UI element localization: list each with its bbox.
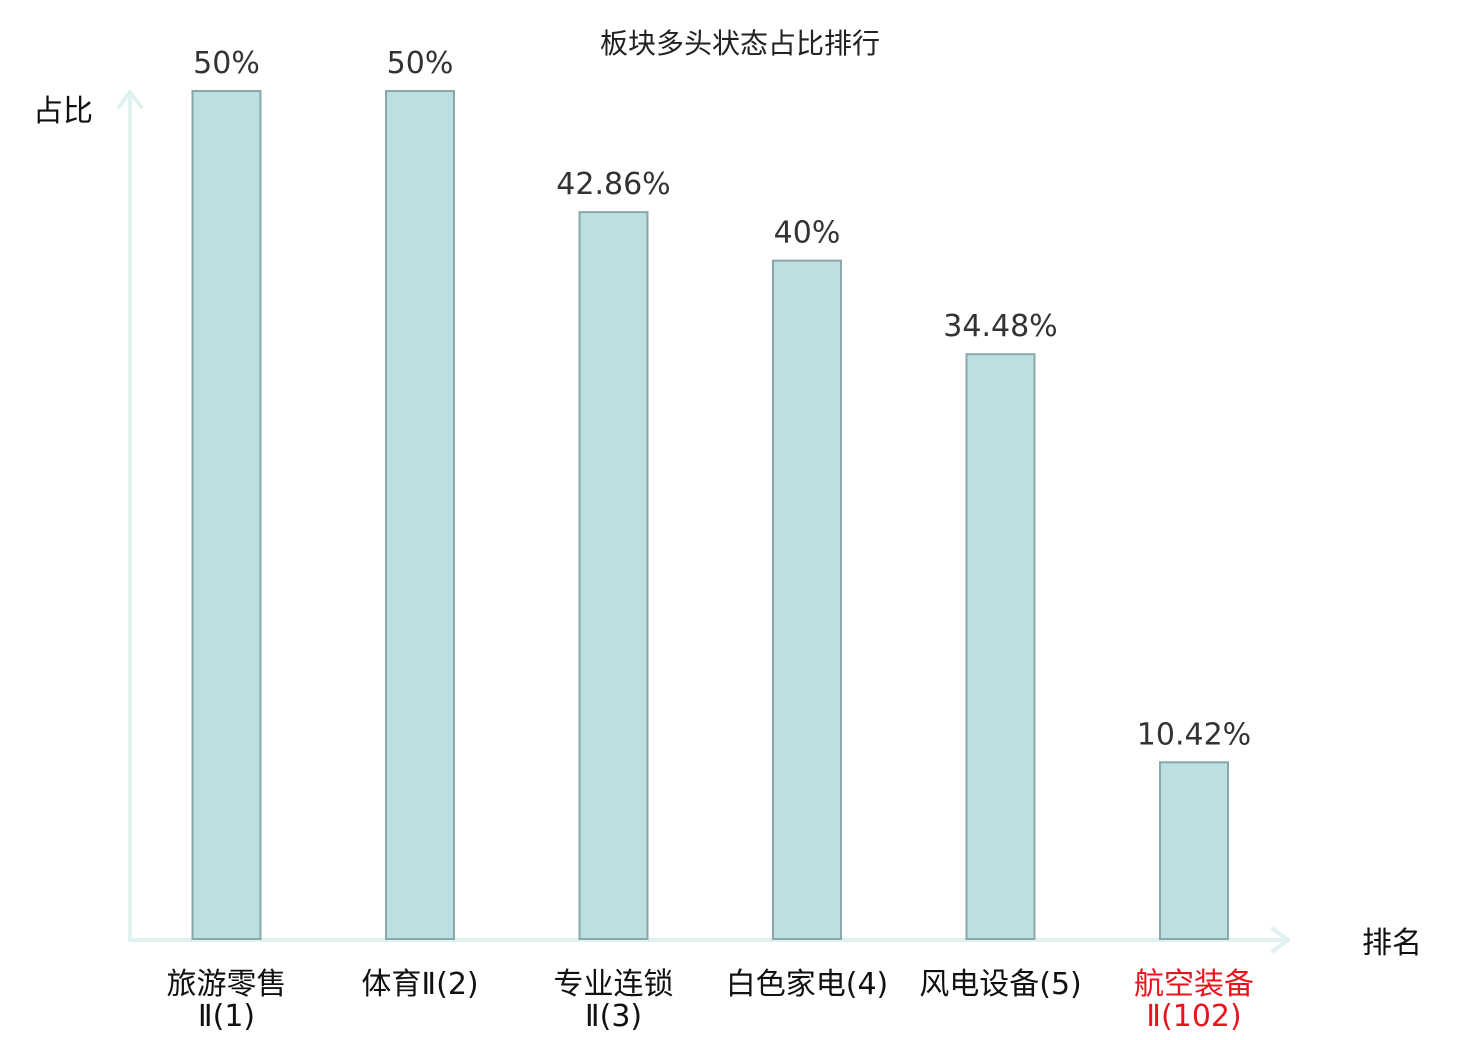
bar bbox=[772, 259, 842, 941]
bar bbox=[1159, 761, 1229, 940]
data-label: 42.86% bbox=[556, 167, 670, 202]
axes bbox=[117, 90, 1290, 953]
bar bbox=[385, 90, 455, 940]
x-tick-label: Ⅱ(3) bbox=[585, 999, 642, 1034]
x-tick-label: 旅游零售 bbox=[167, 967, 287, 1002]
x-tick-label: 专业连锁 bbox=[554, 967, 674, 1002]
data-label: 50% bbox=[193, 46, 260, 81]
x-axis-arrow-icon bbox=[1271, 927, 1290, 953]
y-axis-arrow-icon bbox=[117, 90, 143, 109]
bars-group bbox=[191, 90, 1229, 941]
bar bbox=[191, 90, 262, 940]
x-axis-label: 排名 bbox=[1362, 926, 1422, 961]
value-labels-group: 50% 50% 42.86% 40% 34.48% 10.42% bbox=[193, 46, 1251, 752]
data-label: 34.48% bbox=[943, 309, 1057, 344]
x-tick-label: 体育Ⅱ(2) bbox=[361, 967, 478, 1002]
x-tick-label: Ⅱ(1) bbox=[198, 999, 255, 1034]
data-label: 10.42% bbox=[1137, 717, 1251, 752]
y-axis-label: 占比 bbox=[33, 94, 93, 129]
x-tick-label: 航空装备 bbox=[1134, 967, 1254, 1002]
x-tick-label: 风电设备(5) bbox=[919, 967, 1082, 1002]
x-tick-label: Ⅱ(102) bbox=[1146, 999, 1241, 1034]
chart-title: 板块多头状态占比排行 bbox=[600, 27, 880, 60]
bar bbox=[578, 211, 649, 941]
data-label: 40% bbox=[774, 216, 841, 251]
x-tick-label: 白色家电(4) bbox=[726, 967, 889, 1002]
bar bbox=[965, 353, 1036, 940]
data-label: 50% bbox=[387, 46, 454, 81]
